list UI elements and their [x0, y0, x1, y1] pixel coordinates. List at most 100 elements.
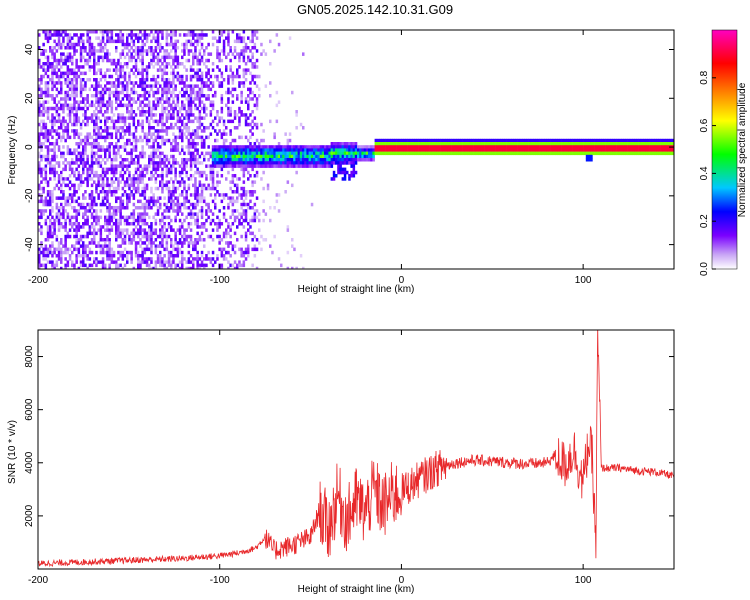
spectrogram-cell: [647, 151, 650, 156]
spectrogram-cell: [88, 52, 92, 56]
spectrogram-cell: [348, 158, 351, 162]
spectrogram-cell: [93, 154, 96, 159]
spectrogram-cell: [143, 193, 147, 197]
spectrogram-cell: [313, 154, 316, 159]
spectrogram-cell: [220, 71, 224, 76]
spectrogram-cell: [77, 202, 81, 207]
spectrogram-cell: [73, 228, 76, 232]
spectrogram-cell: [110, 215, 114, 220]
spectrogram-cell: [253, 218, 257, 223]
spectrogram-cell: [64, 81, 67, 85]
spectrogram-cell: [165, 170, 169, 175]
spectrogram-cell: [225, 103, 228, 108]
spectrogram-cell: [68, 164, 72, 168]
spectrogram-cell: [178, 193, 182, 197]
spectrogram-cell: [363, 154, 367, 159]
spectrogram-cell: [238, 151, 241, 156]
spectrogram-cell: [178, 106, 182, 111]
spectrogram-cell: [77, 228, 81, 232]
spectrogram-cell: [227, 231, 230, 236]
spectrogram-cell: [211, 212, 215, 216]
spectrogram-cell: [176, 116, 180, 120]
spectrogram-cell: [409, 142, 413, 146]
spectrogram-cell: [288, 132, 292, 136]
spectrogram-cell: [42, 42, 45, 47]
spectrogram-cell: [161, 218, 164, 223]
spectrogram-cell: [227, 154, 230, 159]
spectrogram-cell: [121, 174, 125, 178]
spectrogram-cell: [44, 180, 48, 184]
spectrogram-cell: [229, 215, 232, 220]
spectrogram-cell: [244, 46, 248, 50]
spectrogram-cell: [126, 110, 129, 114]
spectrogram-cell: [62, 103, 65, 108]
spectrogram-cell: [53, 65, 56, 69]
spectrogram-cell: [57, 145, 61, 149]
spectrogram-cell: [128, 122, 131, 127]
spectrogram-cell: [86, 78, 89, 82]
spectrogram-cell: [348, 151, 351, 156]
spectrogram-cell: [108, 183, 111, 188]
spectrogram-cell: [231, 222, 235, 226]
spectrogram-cell: [101, 225, 105, 229]
spectrogram-cell: [132, 177, 136, 181]
spectrogram-cell: [93, 196, 96, 200]
spectrogram-cell: [497, 151, 501, 156]
spectrogram-cell: [255, 247, 259, 252]
spectrogram-cell: [526, 142, 529, 146]
spectrogram-cell: [211, 30, 215, 34]
spectrogram-cell: [40, 186, 43, 191]
spectrogram-cell: [86, 142, 89, 146]
spectrogram-cell: [506, 138, 510, 143]
spectrogram-cell: [134, 49, 138, 53]
spectrogram-cell: [99, 46, 103, 50]
spectrogram-cell: [46, 234, 50, 239]
spectrogram-cell: [324, 164, 327, 168]
spectrogram-cell: [99, 215, 103, 220]
spectrogram-cell: [429, 142, 433, 146]
spectrogram-cell: [185, 122, 188, 127]
spectrogram-cell: [141, 74, 144, 79]
spectrogram-cell: [161, 103, 164, 108]
spectrogram-cell: [271, 158, 274, 162]
spectrogram-cell: [247, 154, 250, 159]
spectrogram-cell: [216, 215, 219, 220]
spectrogram-cell: [310, 151, 314, 156]
spectrogram-cell: [95, 87, 98, 92]
spectrogram-cell: [130, 36, 133, 40]
spectrogram-cell: [225, 68, 228, 72]
spectrogram-cell: [143, 257, 147, 261]
spectrogram-cell: [51, 129, 54, 133]
spectrogram-cell: [348, 142, 351, 146]
spectrogram-cell: [244, 167, 248, 172]
spectrogram-cell: [132, 84, 136, 88]
spectrogram-cell: [97, 68, 100, 72]
spectrogram-cell: [240, 135, 243, 140]
spectrogram-cell: [324, 148, 327, 152]
spectrogram-cell: [130, 46, 133, 50]
spectrogram-cell: [317, 145, 320, 149]
spectrogram-cell: [412, 138, 415, 143]
spectrogram-cell: [436, 145, 439, 149]
spectrogram-cell: [247, 87, 250, 92]
spectrogram-cell: [128, 215, 131, 220]
spectrogram-cell: [99, 228, 103, 232]
spectrogram-cell: [434, 151, 437, 156]
spectrogram-cell: [161, 161, 164, 165]
spectrogram-cell: [143, 78, 147, 82]
spectrogram-cell: [376, 151, 380, 156]
spectrogram-cell: [434, 148, 437, 152]
spectrogram-cell: [231, 119, 235, 124]
spectrogram-cell: [255, 49, 259, 53]
spectrogram-cell: [93, 71, 96, 76]
spectrogram-cell: [110, 170, 114, 175]
spectrogram-cell: [220, 222, 224, 226]
spectrogram-cell: [209, 218, 213, 223]
spectrogram-cell: [73, 116, 76, 120]
spectrogram-cell: [236, 238, 239, 242]
spectrogram-cell: [53, 52, 56, 56]
spectrogram-cell: [154, 186, 158, 191]
spectrogram-cell: [93, 68, 96, 72]
spectrogram-cell: [273, 161, 276, 165]
spectrogram-cell: [277, 257, 281, 261]
